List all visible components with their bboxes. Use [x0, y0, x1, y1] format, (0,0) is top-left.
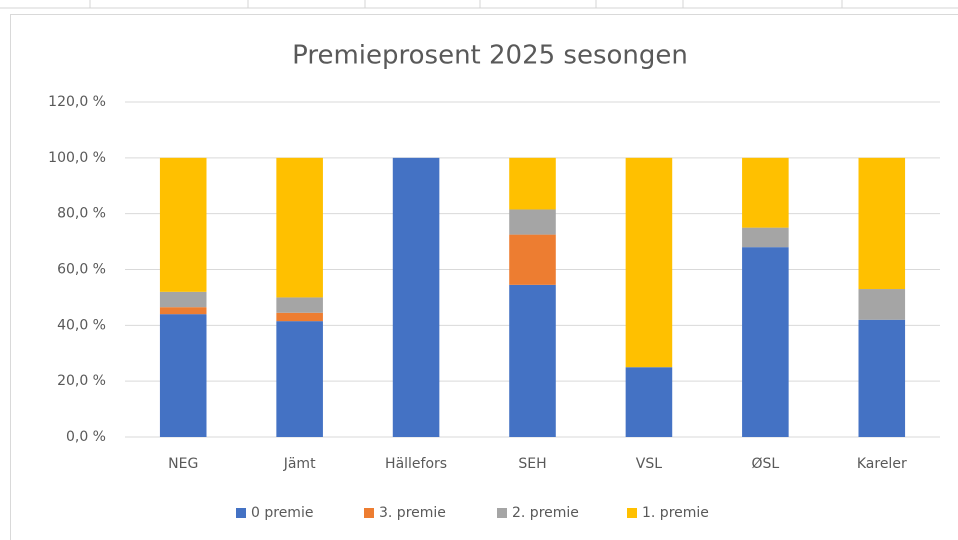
bar-segment: [509, 284, 556, 437]
bar-segment: [276, 157, 323, 298]
x-tick-label: Hällefors: [385, 456, 447, 472]
x-tick-label: SEH: [518, 456, 546, 472]
bar-segment: [276, 321, 323, 437]
bar-segment: [392, 157, 440, 438]
chart-title: Premieprosent 2025 sesongen: [292, 41, 688, 71]
x-tick-label: Jämt: [283, 456, 316, 472]
x-tick-label: VSL: [636, 456, 662, 472]
y-tick-label: 40,0 %: [57, 317, 106, 333]
legend-label: 3. premie: [379, 505, 446, 521]
y-tick-label: 120,0 %: [48, 94, 106, 110]
chart-area: [10, 14, 958, 540]
bar-segment: [509, 234, 556, 285]
bar-segment: [625, 367, 673, 437]
legend-swatch: [497, 508, 507, 518]
bar-segment: [742, 157, 789, 228]
bar-segment: [159, 157, 207, 292]
y-tick-label: 60,0 %: [57, 262, 106, 278]
legend-label: 0 premie: [251, 505, 313, 521]
legend-swatch: [236, 508, 246, 518]
y-tick-label: 20,0 %: [57, 373, 106, 389]
bar-segment: [159, 314, 207, 437]
legend-label: 1. premie: [642, 505, 709, 521]
bar-segment: [858, 289, 906, 320]
bar-segment: [742, 247, 789, 437]
bar-segment: [159, 291, 207, 308]
bar-segment: [625, 157, 673, 368]
legend-swatch: [364, 508, 374, 518]
bar-segment: [509, 209, 556, 235]
y-tick-label: 0,0 %: [66, 429, 106, 445]
y-tick-label: 80,0 %: [57, 206, 106, 222]
legend-swatch: [627, 508, 637, 518]
y-tick-label: 100,0 %: [48, 150, 106, 166]
bar-segment: [276, 297, 323, 313]
x-tick-label: NEG: [168, 456, 198, 472]
bar-segment: [276, 312, 323, 322]
x-tick-label: ØSL: [751, 456, 779, 472]
bar-segment: [742, 227, 789, 248]
legend-label: 2. premie: [512, 505, 579, 521]
bar-segment: [858, 319, 906, 437]
x-tick-label: Kareler: [857, 456, 907, 472]
bar-segment: [858, 157, 906, 290]
bar-segment: [509, 157, 556, 210]
bar-segment: [159, 307, 207, 315]
